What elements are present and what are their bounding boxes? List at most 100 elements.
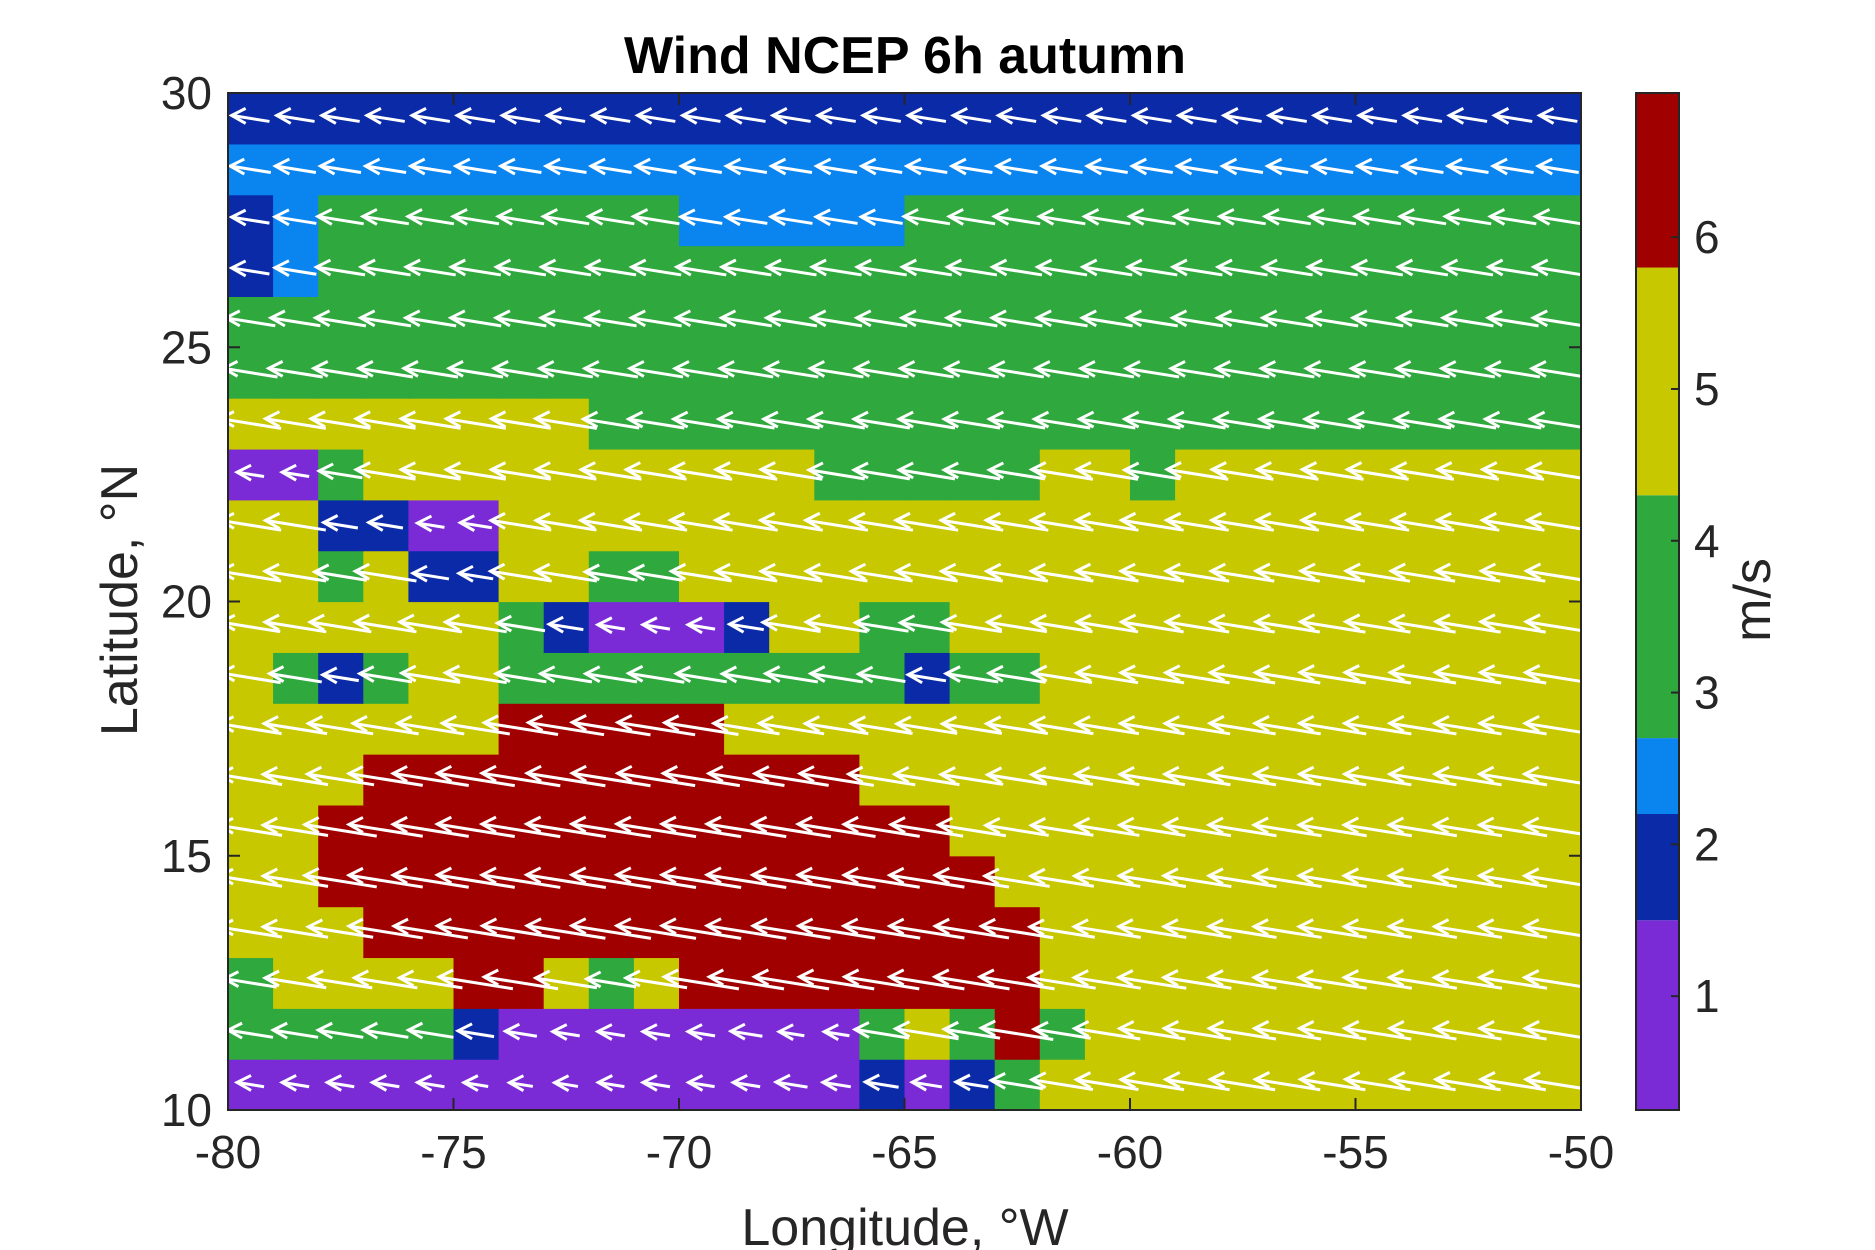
wind-arrow-head [1477,664,1496,682]
wind-arrow-head [909,1073,927,1092]
wind-arrow-head [273,107,292,125]
wind-arrow [1434,772,1502,787]
colorbar-tick-label: 1 [1694,970,1720,1022]
wind-arrow [944,468,1001,481]
wind-arrow-head [523,815,542,834]
wind-arrow-head [1522,664,1541,682]
wind-arrow [898,468,956,481]
wind-arrow [948,214,996,226]
wind-arrow-head [671,360,690,378]
wind-arrow [526,822,607,839]
wind-arrow [673,417,730,430]
wind-arrow [490,518,552,532]
wind-arrow [1298,823,1367,838]
wind-arrow-head [1208,511,1227,530]
wind-arrow-head [1298,511,1317,530]
wind-arrow-head [807,360,826,378]
colorbar-segment [1636,920,1679,1110]
wind-arrow-head [404,208,423,226]
wind-arrow [1084,214,1131,226]
wind-arrow-head [497,157,516,176]
wind-arrow [851,722,913,736]
wind-arrow [900,621,954,633]
wind-arrow [1447,164,1489,174]
wind-arrow-head [1025,969,1044,987]
wind-arrow-head [1077,360,1096,378]
wind-arrow-head [845,765,864,784]
wind-arrow [1030,874,1095,888]
wind-arrow-head [1207,613,1226,632]
wind-arrow [617,720,696,737]
wind-arrow-head [679,107,698,125]
wind-arrow-head [1118,511,1137,530]
wind-arrow [889,924,965,940]
wind-arrow-head [1205,918,1224,936]
wind-arrow [617,771,696,788]
wind-arrow-head [1130,107,1149,125]
wind-arrow-head [1259,309,1278,328]
wind-arrow-head [749,917,768,936]
wind-arrow-head [808,258,827,277]
wind-arrow-head [850,461,869,480]
heatmap-cells [228,93,1581,1110]
wind-arrow-head [684,616,703,635]
wind-arrow-head [1431,714,1450,733]
wind-arrow [990,1078,1044,1091]
wind-arrow-head [1386,1020,1405,1038]
wind-arrow-head [1118,613,1137,632]
wind-arrow [642,1080,671,1089]
wind-arrow-head [895,410,914,429]
wind-arrow [1119,874,1187,888]
wind-arrow [1086,164,1128,174]
wind-arrow [775,1080,808,1089]
wind-arrow-head [319,666,338,685]
wind-arrow-head [434,866,453,885]
wind-arrow-head [1175,107,1194,125]
wind-arrow-head [1401,107,1419,125]
wind-arrow-head [1208,562,1226,581]
wind-arrow-head [716,360,735,378]
wind-arrow-head [983,715,1002,734]
wind-arrow [760,569,823,583]
wind-arrow-head [851,1021,870,1039]
wind-arrow [1530,417,1581,429]
wind-arrow [1165,620,1230,634]
wind-arrow [1344,1026,1412,1041]
wind-arrow [895,1027,959,1041]
wind-arrow [1031,467,1094,481]
wind-arrow [1211,569,1275,583]
wind-arrow [481,873,561,889]
wind-arrow [616,822,697,839]
wind-arrow-head [712,461,731,479]
wind-arrow [263,823,329,837]
wind-arrow-head [228,208,247,227]
wind-arrow [584,366,639,379]
wind-arrow [759,721,825,736]
wind-arrow [760,467,823,481]
wind-arrow-head [903,157,922,176]
wind-arrow [715,569,778,583]
wind-arrow [571,822,652,839]
wind-arrow-head [892,1020,911,1038]
wind-arrow [682,113,721,123]
wind-arrow-head [352,461,371,479]
wind-arrow [771,164,813,174]
wind-arrow [1435,671,1502,685]
wind-arrow [725,215,768,225]
colorbar-frame [1635,92,1680,1111]
wind-arrow-head [1532,208,1551,226]
wind-arrow-head [613,917,632,935]
wind-arrow [661,873,742,889]
colorbar-tick-label: 2 [1694,818,1720,870]
wind-arrow-head [1476,867,1495,886]
wind-arrow-head [1296,765,1315,784]
wind-arrow-head [1216,208,1235,226]
wind-arrow-head [449,208,468,226]
wind-arrow [772,113,811,123]
wind-arrow [316,265,366,277]
wind-arrow [1481,569,1546,583]
wind-arrow-head [544,107,563,125]
wind-arrow [493,366,549,379]
wind-arrow-head [1387,1071,1406,1089]
wind-arrow-head [622,511,641,530]
